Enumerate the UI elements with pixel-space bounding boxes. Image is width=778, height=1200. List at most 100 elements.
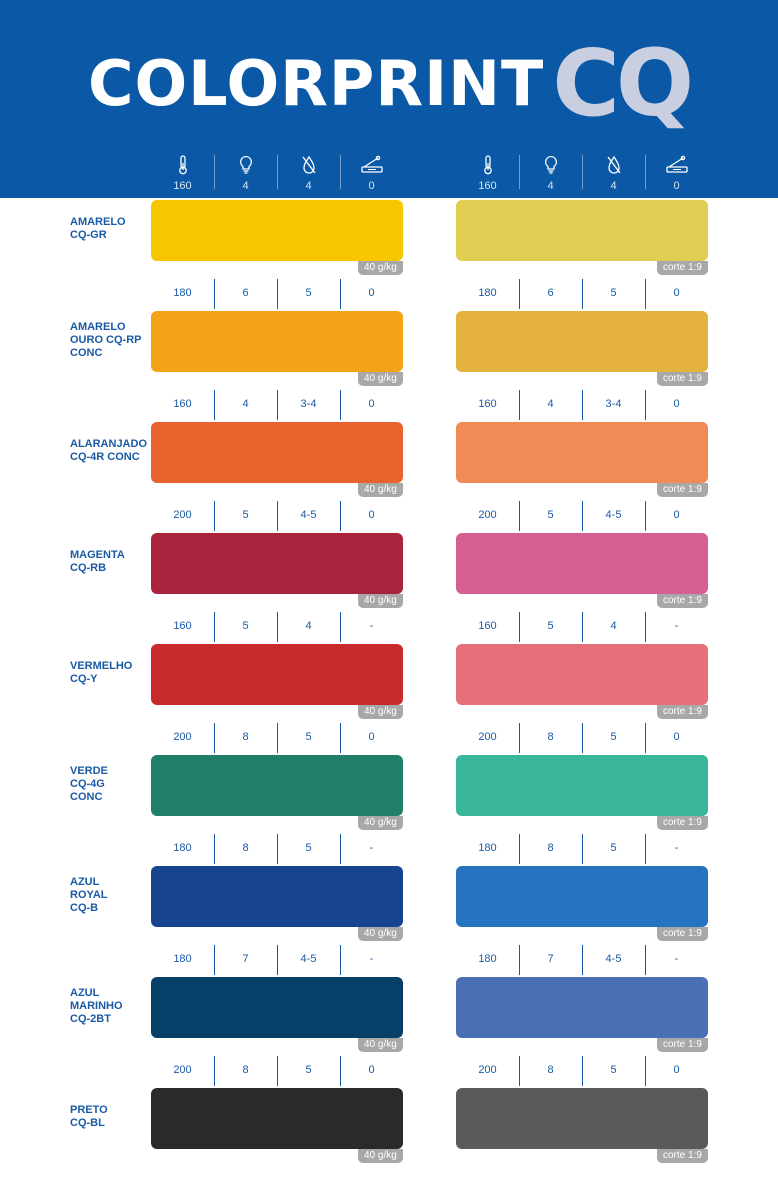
color-name-line: ROYAL [70, 888, 108, 901]
left-light-fastness-value: 8 [242, 842, 249, 854]
left-light-fastness-cell: 8 [214, 834, 277, 862]
left-light-fastness-cell: 5 [214, 612, 277, 640]
left-wash-fastness-value: 4-5 [300, 509, 317, 521]
color-name: AMARELO CQ-GR [70, 216, 126, 242]
color-name: VERDE CQ-4G CONC [70, 765, 108, 804]
color-name-line: CQ-2BT [70, 1012, 111, 1025]
right-wash-fastness-value: 4 [610, 620, 617, 632]
right-wash-fastness-cell: 5 [582, 1056, 645, 1084]
right-light-fastness-cell: 5 [519, 501, 582, 529]
water-drop-icon [277, 155, 340, 177]
right-cut-cell: 0 [645, 390, 708, 418]
color-name-line: MARINHO [70, 999, 123, 1012]
left-color-swatch [151, 755, 403, 816]
left-parameters: 180 8 5 - [151, 834, 403, 864]
divider [582, 612, 583, 642]
divider [582, 390, 583, 420]
dilution-tag: corte 1:9 [657, 705, 708, 719]
color-name: AZUL MARINHO CQ-2BT [70, 987, 123, 1026]
left-cut-value: 0 [368, 398, 375, 410]
right-temperature-cell: 200 [456, 723, 519, 751]
color-row: 160 5 4 - 160 5 4 - VERMELHO CQ-Y 40 g/kg corte 1:9 [0, 612, 778, 723]
divider [340, 612, 341, 642]
right-temperature-cell: 160 [456, 612, 519, 640]
divider [519, 390, 520, 420]
left-wash-fastness-value: 4 [305, 180, 312, 192]
right-temperature-cell: 180 [456, 945, 519, 973]
left-cut-value: - [369, 620, 374, 632]
left-cut-value: 0 [368, 509, 375, 521]
right-cut-cell: - [645, 945, 708, 973]
right-cut-value: - [674, 842, 679, 854]
concentration-tag: 40 g/kg [358, 483, 403, 497]
left-temperature-value: 180 [173, 842, 192, 854]
left-color-swatch [151, 1088, 403, 1149]
logo: COLORPRINTCQ [0, 34, 778, 134]
left-temperature-value: 200 [173, 509, 192, 521]
right-light-fastness-cell: 6 [519, 279, 582, 307]
header-banner: COLORPRINTCQ [0, 0, 778, 198]
color-name-line: AZUL [70, 875, 100, 888]
right-wash-fastness-value: 5 [610, 731, 617, 743]
divider [214, 501, 215, 531]
left-light-fastness-value: 5 [242, 620, 249, 632]
right-cut-value: 0 [673, 287, 680, 299]
divider [519, 279, 520, 309]
color-name-line: CQ-GR [70, 229, 107, 241]
right-light-fastness-value: 4 [547, 398, 554, 410]
right-temperature-value: 160 [478, 398, 497, 410]
divider [214, 834, 215, 864]
cutter-icon [340, 155, 403, 177]
right-temperature-value: 180 [478, 953, 497, 965]
left-light-fastness-value: 8 [242, 1064, 249, 1076]
right-light-fastness-cell: 5 [519, 612, 582, 640]
left-parameters: 160 5 4 - [151, 612, 403, 642]
right-wash-fastness-cell: 4 [582, 612, 645, 640]
divider [277, 390, 278, 420]
right-cut-value: - [674, 953, 679, 965]
right-wash-fastness-value: 4 [610, 180, 617, 192]
color-name-line: CQ-4G [70, 777, 105, 790]
left-color-swatch [151, 866, 403, 927]
left-parameters: 160 4 3-4 0 [151, 390, 403, 420]
divider [645, 834, 646, 864]
right-cut-cell: 0 [645, 279, 708, 307]
left-light-fastness-value: 8 [242, 731, 249, 743]
right-cut-value: 0 [673, 180, 680, 192]
divider [277, 612, 278, 642]
divider [214, 390, 215, 420]
right-light-fastness-value: 8 [547, 1064, 554, 1076]
right-cut-value: 0 [673, 1064, 680, 1076]
left-wash-fastness-value: 4-5 [300, 953, 317, 965]
color-row: 180 6 5 0 180 6 5 0 AMARELO OURO CQ-RP CONC 40 g/kg… [0, 279, 778, 390]
right-temperature-value: 200 [478, 731, 497, 743]
left-wash-fastness-cell: 5 [277, 279, 340, 307]
color-name: ALARANJADO CQ-4R CONC [70, 438, 147, 464]
left-cut-value: - [369, 842, 374, 854]
right-light-fastness-value: 8 [547, 842, 554, 854]
left-light-fastness-value: 6 [242, 287, 249, 299]
right-parameters: 200 5 4-5 0 [456, 501, 708, 531]
color-name-line: CQ-Y [70, 673, 98, 685]
left-cut-value: 0 [368, 180, 375, 192]
divider [582, 945, 583, 975]
divider [340, 945, 341, 975]
right-temperature-cell: 180 [456, 834, 519, 862]
right-temperature-value: 160 [478, 180, 497, 192]
left-temperature-value: 160 [173, 398, 192, 410]
left-cut-cell: 0 [340, 279, 403, 307]
right-parameters: 180 7 4-5 - [456, 945, 708, 975]
right-header-parameters: 160 4 4 0 [456, 155, 708, 193]
left-parameters: 200 8 5 0 [151, 1056, 403, 1086]
color-row: 200 5 4-5 0 200 5 4-5 0 MAGENTA CQ-RB 40 g/kg corte… [0, 501, 778, 612]
color-name-line: AMARELO [70, 216, 126, 228]
left-light-fastness-cell: 4 [214, 390, 277, 418]
divider [645, 501, 646, 531]
color-name: MAGENTA CQ-RB [70, 549, 125, 575]
right-parameters: 200 8 5 0 [456, 723, 708, 753]
thermometer-icon [151, 155, 214, 177]
divider [214, 1056, 215, 1086]
left-parameters: 180 6 5 0 [151, 279, 403, 309]
left-temperature-cell: 180 [151, 834, 214, 862]
color-name: PRETO CQ-BL [70, 1104, 108, 1130]
